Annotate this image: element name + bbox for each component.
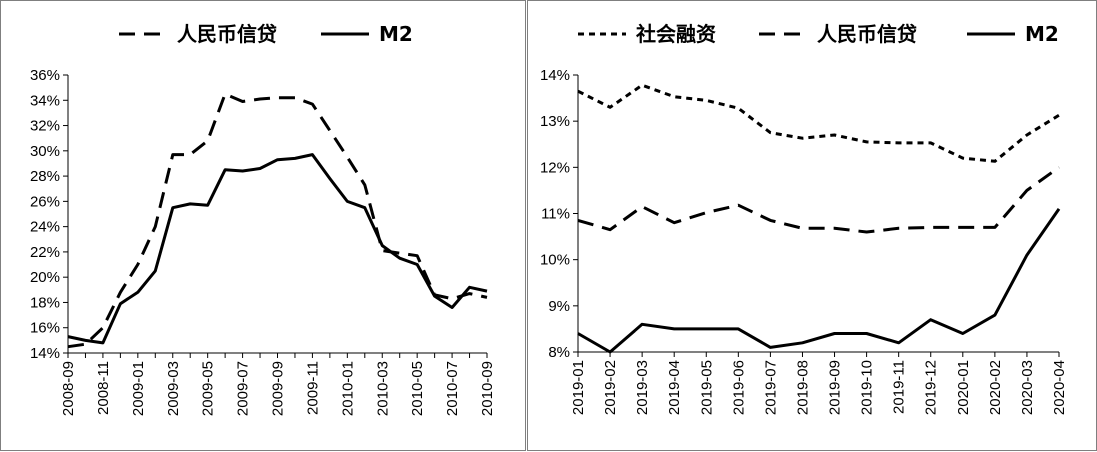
series-line-0: [577, 83, 1060, 163]
x-tick-label: 2020-04: [1051, 360, 1068, 415]
y-tick-label: 13%: [540, 113, 570, 130]
x-tick-label: 2009-01: [130, 361, 147, 416]
x-tick-label: 2020-02: [987, 360, 1004, 415]
y-tick-label: 20%: [30, 269, 60, 286]
x-tick-label: 2019-03: [634, 360, 651, 415]
line-chart-left: 14% 16% 18% 20% 22% 24% 26% 28% 30% 32% 34% 36% 2008…: [30, 22, 496, 416]
x-tick-label: 2010-01: [339, 361, 356, 416]
x-tick-label: 2009-11: [304, 361, 321, 415]
y-tick-label: 28%: [30, 168, 60, 185]
series-line-0: [67, 92, 488, 349]
x-tick-label: 2019-12: [923, 360, 940, 415]
x-tick-label: 2009-05: [200, 361, 217, 416]
chart-panel-left: 14% 16% 18% 20% 22% 24% 26% 28% 30% 32% 34% 36% 2008…: [0, 0, 526, 451]
y-tick-label: 16%: [30, 320, 60, 337]
y-tick-label: 30%: [30, 143, 60, 160]
x-tick-label: 2010-05: [409, 361, 426, 416]
series-line-1: [67, 153, 488, 345]
x-tick-label: 2019-09: [827, 360, 844, 415]
x-tick-label: 2019-01: [570, 360, 587, 415]
y-tick-label: 32%: [30, 118, 60, 135]
x-tick-label: 2020-03: [1019, 360, 1036, 415]
legend-label: 人民币信贷: [817, 22, 917, 46]
x-tick-label: 2009-07: [235, 361, 252, 416]
y-tick-label: 8%: [548, 344, 570, 361]
legend-label: 社会融资: [635, 22, 716, 46]
legend-label: M2: [379, 22, 413, 46]
legend-label: 人民币信贷: [177, 22, 277, 46]
y-tick-label: 26%: [30, 193, 60, 210]
x-tick-label: 2019-05: [698, 360, 715, 415]
x-tick-label: 2019-02: [602, 360, 619, 415]
x-tick-label: 2019-07: [762, 360, 779, 415]
y-tick-label: 11%: [541, 206, 570, 223]
x-tick-label: 2019-06: [730, 360, 747, 415]
x-tick-label: 2010-03: [374, 361, 391, 416]
y-tick-label: 34%: [30, 92, 60, 109]
y-tick-label: 36%: [30, 67, 60, 84]
y-tick-label: 14%: [30, 345, 60, 362]
series-line-2: [577, 208, 1061, 354]
chart-panel-right: 8% 9% 10% 11% 12% 13% 14% 2019-01 2019-02 2019-03…: [527, 0, 1097, 451]
y-tick-label: 14%: [540, 67, 570, 84]
y-tick-label: 10%: [540, 252, 570, 269]
y-tick-label: 12%: [540, 159, 570, 176]
x-tick-label: 2010-09: [479, 361, 496, 416]
x-tick-label: 2019-08: [794, 360, 811, 415]
x-tick-label: 2010-07: [444, 361, 461, 416]
x-tick-label: 2008-09: [60, 361, 77, 416]
x-tick-label: 2009-09: [270, 361, 287, 416]
series-line-1: [577, 166, 1060, 234]
x-tick-label: 2020-01: [955, 360, 972, 415]
x-tick-label: 2009-03: [165, 361, 182, 416]
y-tick-label: 24%: [30, 219, 60, 236]
line-chart-right: 8% 9% 10% 11% 12% 13% 14% 2019-01 2019-02 2019-03…: [540, 22, 1068, 415]
y-tick-label: 22%: [30, 244, 60, 261]
x-tick-label: 2008-11: [95, 361, 112, 415]
y-tick-label: 18%: [30, 294, 60, 311]
x-tick-label: 2019-04: [666, 360, 683, 415]
x-tick-label: 2019-11: [891, 360, 908, 414]
legend-label: M2: [1025, 22, 1059, 46]
x-tick-label: 2019-10: [859, 360, 876, 415]
y-tick-label: 9%: [548, 298, 570, 315]
